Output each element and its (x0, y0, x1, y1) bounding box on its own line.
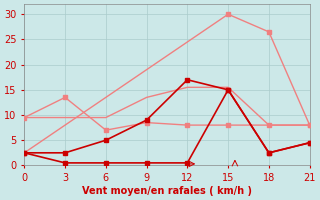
X-axis label: Vent moyen/en rafales ( km/h ): Vent moyen/en rafales ( km/h ) (82, 186, 252, 196)
